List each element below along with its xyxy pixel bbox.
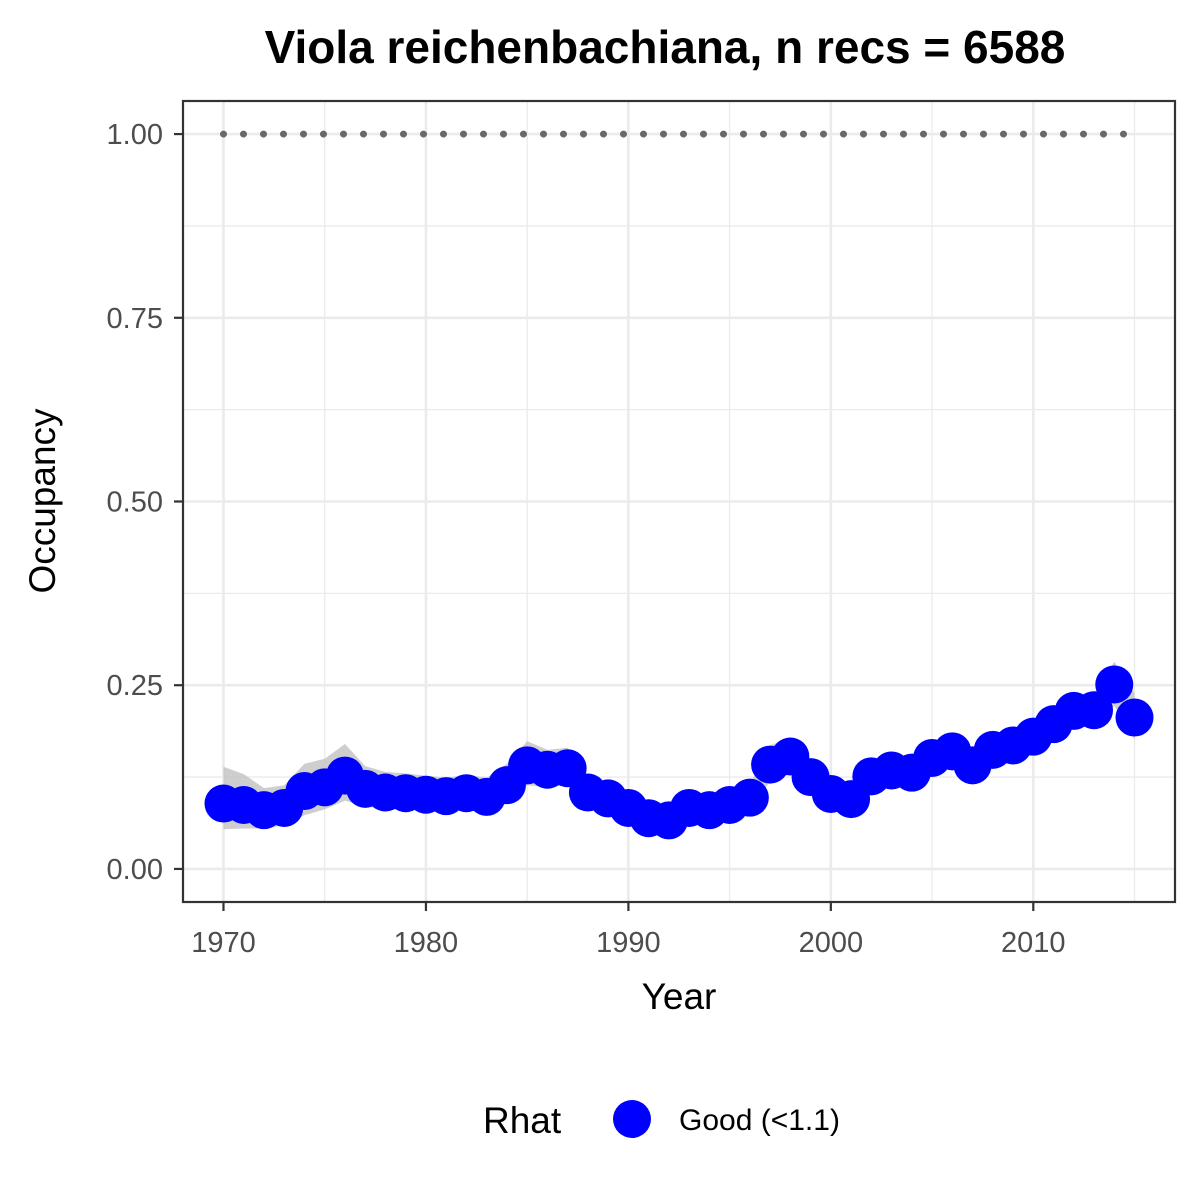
x-axis-ticks: 1970 1980 1990 2000 2010 xyxy=(191,902,1066,959)
x-tick-label: 1980 xyxy=(394,927,459,959)
data-point-2014 xyxy=(1095,665,1134,704)
y-tick-label: 0.75 xyxy=(107,303,163,335)
y-axis-ticks: 0.00 0.25 0.50 0.75 1.00 xyxy=(107,119,183,886)
data-point-2015 xyxy=(1115,698,1154,737)
occupancy-points xyxy=(204,665,1154,840)
x-axis-title: Year xyxy=(642,976,717,1017)
y-tick-label: 0.50 xyxy=(107,487,163,519)
y-axis-title: Occupancy xyxy=(22,408,63,594)
x-tick-label: 1990 xyxy=(596,927,661,959)
y-tick-label: 0.25 xyxy=(107,670,163,702)
x-tick-label: 2010 xyxy=(1001,927,1066,959)
data-point-1996 xyxy=(730,778,769,817)
major-grid xyxy=(183,101,1175,902)
legend-title: Rhat xyxy=(483,1100,562,1141)
y-tick-label: 0.00 xyxy=(107,854,163,886)
chart-title: Viola reichenbachiana, n recs = 6588 xyxy=(265,21,1066,73)
x-tick-label: 1970 xyxy=(191,927,256,959)
y-tick-label: 1.00 xyxy=(107,119,163,151)
legend-key-good xyxy=(613,1100,651,1138)
data-point-2013 xyxy=(1075,691,1114,730)
x-tick-label: 2000 xyxy=(799,927,864,959)
legend-label-good: Good (<1.1) xyxy=(679,1104,840,1137)
legend: Rhat Good (<1.1) xyxy=(483,1100,840,1141)
